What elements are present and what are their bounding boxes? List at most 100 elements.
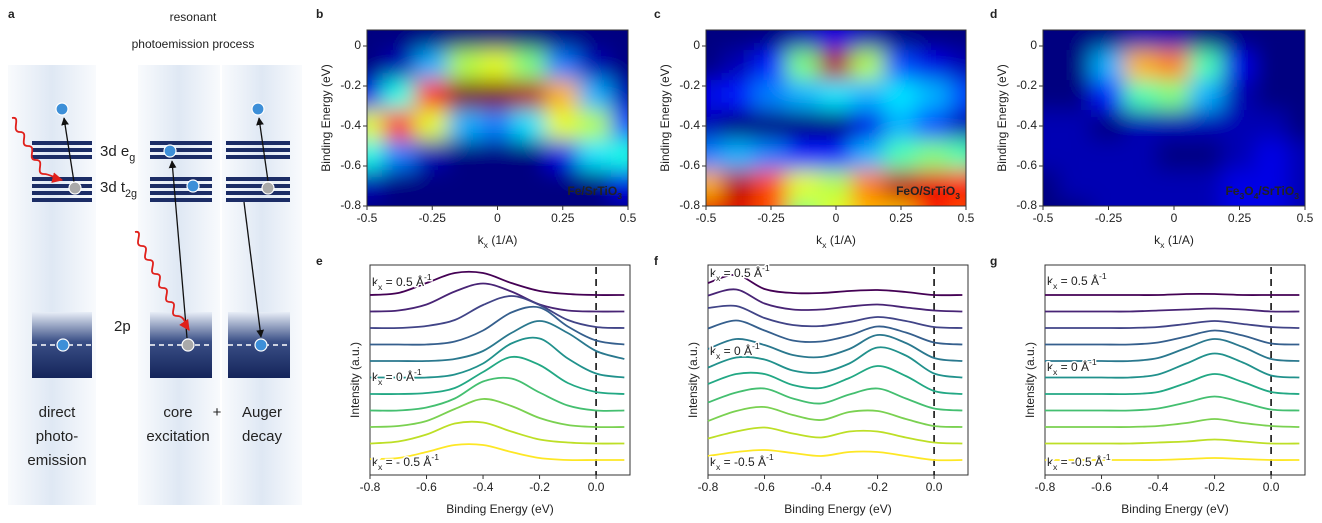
heatmap-cell xyxy=(1091,80,1126,112)
heatmap-cell xyxy=(1043,200,1061,206)
panel-title: Fe/SrTiO3 xyxy=(567,184,622,201)
panel-label: c xyxy=(654,7,661,21)
text-part: 3d t xyxy=(100,179,126,196)
heatmap-cell xyxy=(1189,50,1225,82)
diagram-title: resonant xyxy=(170,10,217,24)
diagram: a resonant photoemission process 3d eg 3… xyxy=(8,7,302,505)
text-part: -1 xyxy=(1099,271,1107,281)
heatmap-cell xyxy=(447,170,483,202)
heatmap-cell xyxy=(1091,170,1126,202)
heatmap-cell xyxy=(610,140,628,172)
heatmap-cell xyxy=(545,50,581,82)
heatmap-cell xyxy=(753,140,789,172)
text-part: -1 xyxy=(1089,357,1097,367)
heatmap-cell xyxy=(1156,170,1192,202)
annotation: kx = 0 Å-1 xyxy=(372,367,422,387)
heatmap-cell xyxy=(545,30,581,52)
text-part: x xyxy=(378,462,383,472)
x-tick-label: 0 xyxy=(1171,211,1178,225)
heatmap-cell xyxy=(818,80,854,112)
heatmap-cell xyxy=(883,110,919,142)
text-part: k xyxy=(1047,274,1054,288)
heatmap-cell xyxy=(916,80,951,112)
x-tick-label: 0.0 xyxy=(1263,480,1280,494)
annotation: kx = -0.5 Å-1 xyxy=(710,452,774,472)
text-part: x xyxy=(716,351,721,361)
spectrum-line xyxy=(370,305,625,346)
heatmap-cell xyxy=(1123,50,1159,82)
heatmap-cell xyxy=(1254,110,1290,142)
y-axis-label: Intensity (a.u.) xyxy=(1023,342,1037,418)
x-axis-label: kx (1/A) xyxy=(478,233,518,250)
heatmap-cell xyxy=(1254,50,1290,82)
heatmap-cell xyxy=(883,80,919,112)
heatmap-cell xyxy=(382,170,417,202)
axes-frame xyxy=(707,264,969,476)
heatmap-cell xyxy=(818,140,854,172)
heatmap-cell xyxy=(721,140,756,172)
heatmap-cell xyxy=(753,170,789,202)
heatmap-cell xyxy=(1222,110,1257,142)
spectrum-line xyxy=(707,449,963,462)
spectrum-line xyxy=(707,387,963,412)
text-part: -1 xyxy=(414,367,422,377)
heatmap-cell xyxy=(1091,110,1126,142)
x-tick-label: -0.8 xyxy=(360,480,381,494)
panel-label: f xyxy=(654,254,659,268)
heatmap-cell xyxy=(851,200,886,206)
heatmap-cell xyxy=(512,140,548,172)
heatmap-cell xyxy=(916,170,951,202)
heatmap-cell xyxy=(706,50,724,82)
x-tick-label: -0.25 xyxy=(419,211,447,225)
x-tick-label: -0.25 xyxy=(1095,211,1123,225)
chart-panel: -0.8 -0.6 -0.4 -0.2 0.0kx = 0.5 Å-1kx = 0 Å-… xyxy=(990,254,1306,516)
text-part: x xyxy=(716,273,721,283)
spectrum-line xyxy=(1045,292,1300,296)
heatmap-cell xyxy=(367,170,385,202)
heatmap-cell xyxy=(367,50,385,82)
text-part: x xyxy=(1053,367,1058,377)
heatmap-cell xyxy=(1123,30,1159,52)
heatmap-cell xyxy=(1043,50,1061,82)
y-tick-label: -0.4 xyxy=(340,118,361,132)
heatmap-cell xyxy=(883,50,919,82)
heatmap-cell xyxy=(1058,200,1094,206)
heatmap-cell xyxy=(1058,80,1094,112)
heatmap-cell xyxy=(610,110,628,142)
heatmap-cell xyxy=(480,110,515,142)
y-axis-label: Binding Energy (eV) xyxy=(995,64,1009,171)
heatmap-cell xyxy=(786,50,821,82)
y-tick-label: -0.6 xyxy=(340,158,361,172)
text-part: (1/A) xyxy=(826,233,855,247)
heatmap-cell xyxy=(1254,140,1290,172)
axes-frame xyxy=(1044,264,1306,476)
heatmap-cell xyxy=(447,140,483,172)
text-part: = 0 Å xyxy=(1057,359,1089,374)
y-axis-label: Binding Energy (eV) xyxy=(319,64,333,171)
heatmap-cell xyxy=(447,50,483,82)
heatmap-cell xyxy=(1189,200,1225,206)
spectrum-line xyxy=(707,365,963,395)
heatmap-cell xyxy=(1058,30,1094,52)
heatmap-cell xyxy=(818,200,854,206)
heatmap-cell xyxy=(578,30,613,52)
spectrum-line xyxy=(1045,418,1300,428)
text-part: k xyxy=(372,370,379,384)
heatmap-cell xyxy=(382,200,417,206)
heatmap-cell xyxy=(1189,30,1225,52)
heatmap-cell xyxy=(1123,170,1159,202)
heatmap-cell xyxy=(786,170,821,202)
y-axis-label: Intensity (a.u.) xyxy=(686,342,700,418)
text-part: 3 xyxy=(617,191,622,201)
heatmap-cell xyxy=(545,140,581,172)
heatmap-cell xyxy=(578,140,613,172)
heatmap-cell xyxy=(1287,30,1305,52)
heatmap-cell xyxy=(883,140,919,172)
heatmap-cell xyxy=(753,50,789,82)
annotation: kx = 0.5 Å-1 xyxy=(372,272,432,292)
y-tick-label: -0.6 xyxy=(679,158,700,172)
heatmap-cell xyxy=(786,200,821,206)
heatmap-cell xyxy=(610,30,628,52)
heatmap-cell xyxy=(480,80,515,112)
annotation: kx = 0 Å-1 xyxy=(1047,357,1097,377)
